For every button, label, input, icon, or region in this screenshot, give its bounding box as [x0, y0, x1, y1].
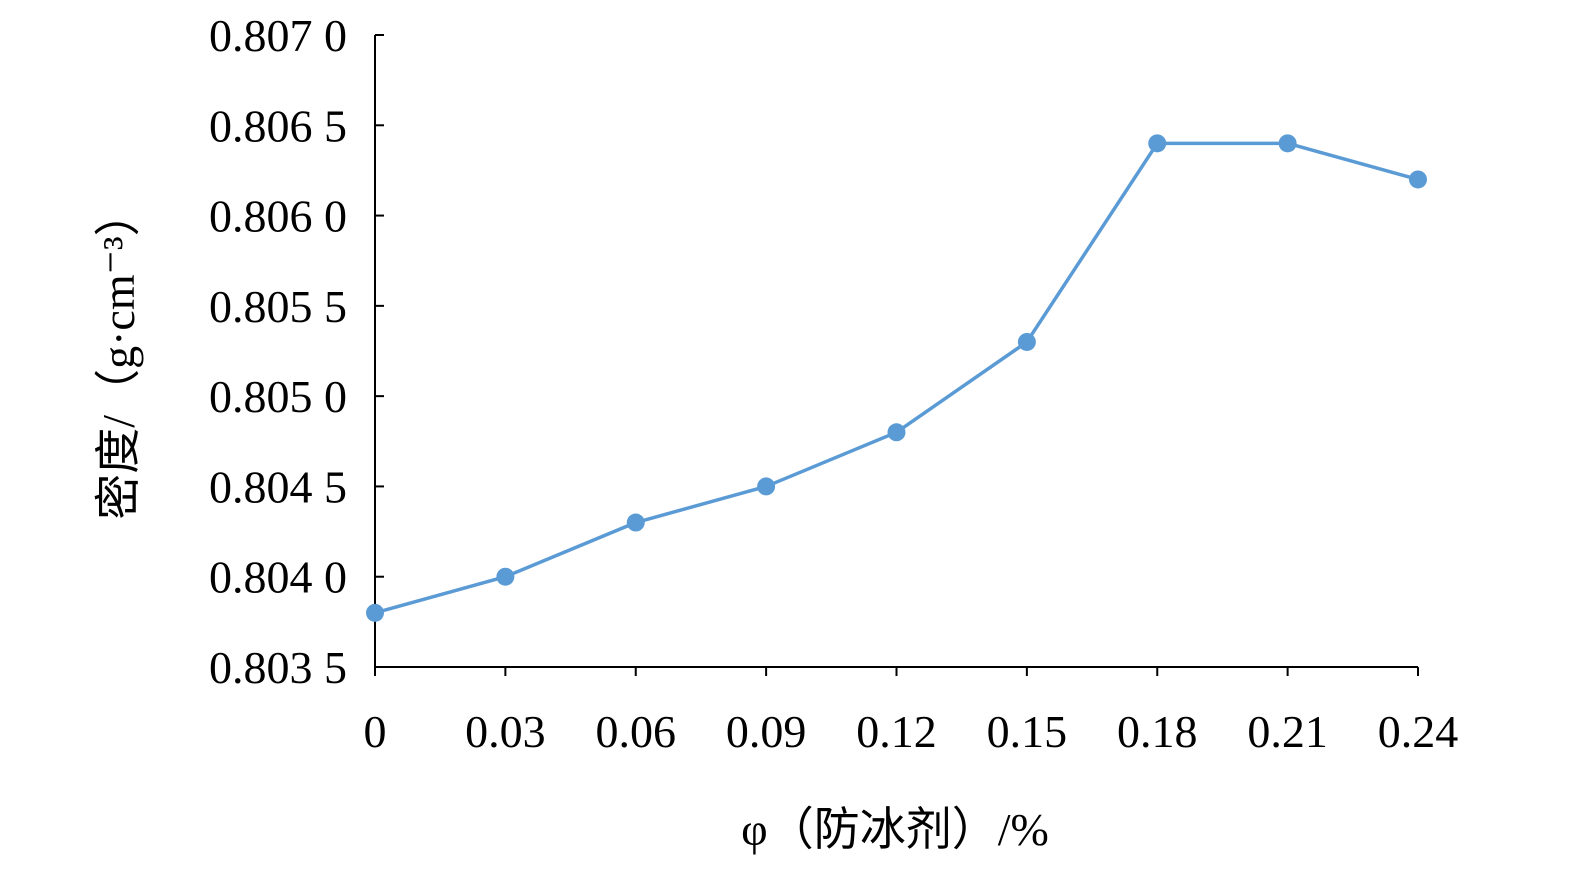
y-axis-title: 密度/（g·cm⁻³）: [93, 190, 144, 519]
x-tick-label: 0.18: [1117, 706, 1198, 757]
y-tick-label: 0.803 5: [209, 642, 347, 693]
data-point: [757, 477, 776, 496]
y-tick-label: 0.807 0: [209, 10, 347, 61]
y-tick-label: 0.806 5: [209, 100, 347, 151]
data-point: [1148, 134, 1167, 153]
x-tick-label: 0.24: [1378, 706, 1459, 757]
x-tick-label: 0.06: [596, 706, 677, 757]
y-tick-label: 0.805 5: [209, 281, 347, 332]
x-tick-label: 0.21: [1247, 706, 1328, 757]
x-tick-label: 0: [364, 706, 387, 757]
data-point: [1409, 170, 1427, 189]
x-tick-label: 0.09: [726, 706, 807, 757]
axes: [374, 35, 1418, 668]
y-tick-label: 0.804 0: [209, 552, 347, 603]
data-point: [496, 567, 515, 586]
x-axis-title: φ（防冰剂）/%: [741, 804, 1049, 855]
series-group: [366, 134, 1427, 622]
series-line: [374, 141, 1419, 615]
x-tick-label: 0.12: [856, 706, 937, 757]
data-point: [1017, 332, 1036, 351]
data-point: [366, 603, 384, 622]
data-point: [887, 423, 906, 442]
y-axis-ticks: 0.807 0 0.806 5 0.806 0 0.805 5 0.805 0 0.804…: [209, 10, 384, 693]
y-tick-label: 0.805 0: [209, 371, 347, 422]
data-point: [626, 513, 645, 532]
x-tick-label: 0.15: [987, 706, 1068, 757]
y-tick-label: 0.804 5: [209, 461, 347, 512]
x-tick-label: 0.03: [465, 706, 546, 757]
y-tick-label: 0.806 0: [209, 191, 347, 242]
data-point: [1278, 134, 1297, 153]
x-axis-ticks: 0 0.03 0.06 0.09 0.12 0.15 0.18 0.21 0.24: [364, 667, 1459, 757]
